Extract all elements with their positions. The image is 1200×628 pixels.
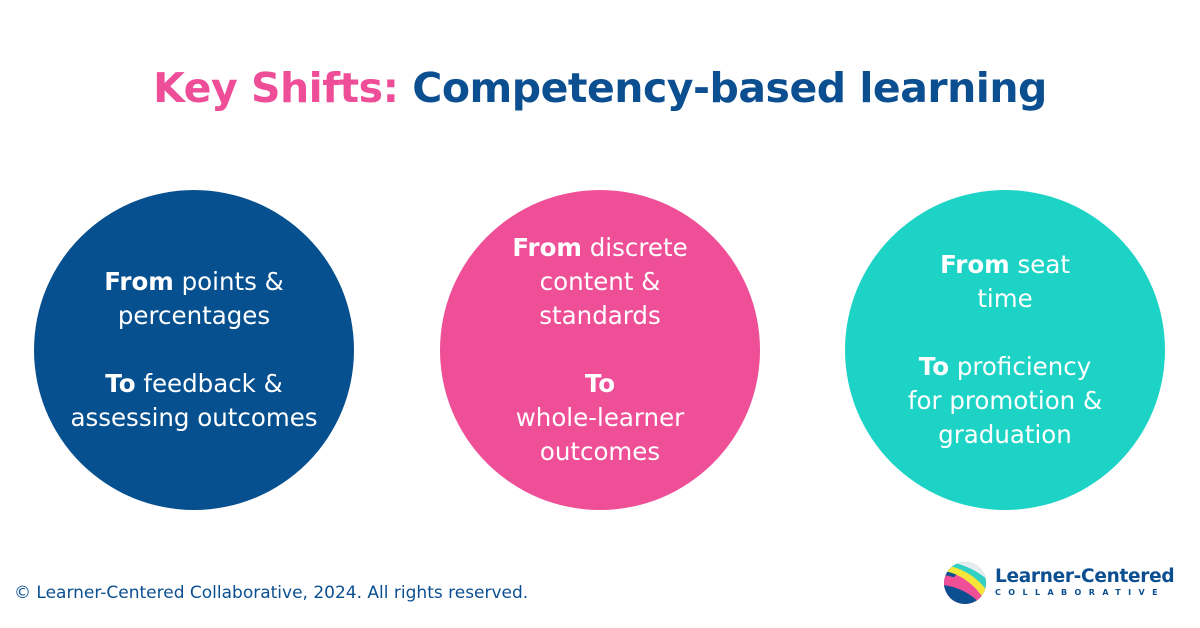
- from-statement: From discrete content & standards: [512, 233, 688, 330]
- to-statement: To whole-learner outcomes: [515, 369, 685, 466]
- logo-subtitle: COLLABORATIVE: [995, 588, 1165, 597]
- from-statement: From points & percentages: [104, 267, 284, 330]
- from-statement: From seat time: [940, 250, 1070, 313]
- shift-circle-content: From discrete content & standards To whol…: [440, 190, 760, 510]
- shift-circle-grading: From points & percentages To feedback & …: [34, 190, 354, 510]
- striped-globe-logo-icon: [944, 562, 986, 604]
- page-title: Key Shifts: Competency-based learning: [0, 64, 1200, 112]
- title-prefix: Key Shifts:: [153, 64, 399, 112]
- copyright-notice: © Learner-Centered Collaborative, 2024. …: [14, 583, 529, 603]
- shift-circle-time: From seat time To proficiency for promot…: [845, 190, 1165, 510]
- to-statement: To feedback & assessing outcomes: [70, 369, 318, 432]
- brand-logo[interactable]: Learner-Centered COLLABORATIVE: [943, 561, 1175, 605]
- title-main: Competency-based learning: [398, 64, 1047, 112]
- to-statement: To proficiency for promotion & graduatio…: [907, 352, 1103, 449]
- logo-name: Learner-Centered: [995, 566, 1175, 587]
